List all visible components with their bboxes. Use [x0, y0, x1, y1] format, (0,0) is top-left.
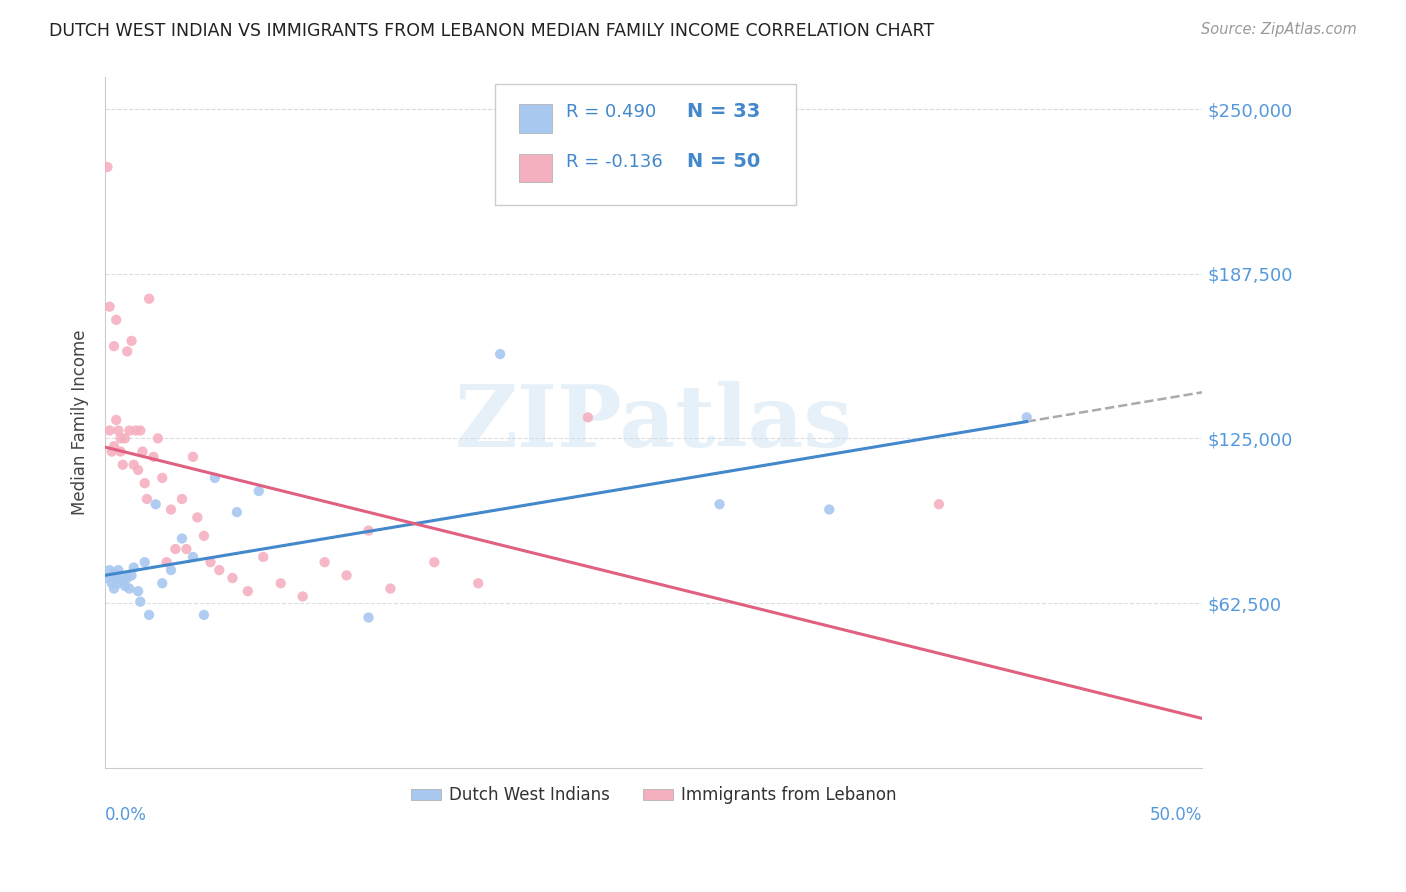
Point [111, 574, 134, 588]
Point [129, 595, 152, 609]
Point [114, 431, 136, 445]
Point [101, 576, 124, 591]
Point [103, 439, 125, 453]
Point [145, 497, 167, 511]
Point [127, 584, 149, 599]
Point [118, 582, 141, 596]
Point [131, 444, 153, 458]
Point [221, 571, 243, 585]
Point [380, 582, 402, 596]
Point [142, 450, 165, 464]
Text: DUTCH WEST INDIAN VS IMMIGRANTS FROM LEBANON MEDIAN FAMILY INCOME CORRELATION CH: DUTCH WEST INDIAN VS IMMIGRANTS FROM LEB… [49, 22, 935, 40]
Point [160, 502, 183, 516]
Point [181, 450, 204, 464]
Point [115, 344, 138, 359]
Point [110, 568, 132, 582]
Point [247, 484, 270, 499]
Point [818, 502, 841, 516]
Point [96, 571, 118, 585]
Point [134, 555, 156, 569]
Point [122, 560, 145, 574]
Point [165, 542, 187, 557]
Point [111, 458, 134, 472]
Point [160, 563, 183, 577]
Point [115, 571, 138, 585]
Point [291, 590, 314, 604]
Point [121, 334, 143, 348]
Point [357, 610, 380, 624]
Point [170, 491, 193, 506]
Point [150, 576, 173, 591]
Point [114, 579, 136, 593]
Point [270, 576, 292, 591]
Point [107, 424, 129, 438]
Point [236, 584, 259, 599]
Point [138, 607, 160, 622]
Point [125, 424, 148, 438]
Point [103, 339, 125, 353]
FancyBboxPatch shape [495, 85, 796, 205]
Point [181, 549, 204, 564]
Point [156, 555, 179, 569]
Point [110, 444, 132, 458]
Text: R = -0.136: R = -0.136 [567, 153, 662, 170]
Text: ZIPatlas: ZIPatlas [454, 381, 852, 465]
Text: 50.0%: 50.0% [1150, 805, 1202, 823]
Point [357, 524, 380, 538]
Point [193, 607, 215, 622]
Point [127, 463, 149, 477]
Point [122, 458, 145, 472]
Point [150, 471, 173, 485]
Point [200, 555, 222, 569]
Point [576, 410, 599, 425]
Point [186, 510, 208, 524]
Point [489, 347, 512, 361]
Point [467, 576, 489, 591]
Text: Source: ZipAtlas.com: Source: ZipAtlas.com [1201, 22, 1357, 37]
Point [928, 497, 950, 511]
Text: N = 50: N = 50 [686, 153, 759, 171]
Text: R = 0.490: R = 0.490 [567, 103, 657, 121]
Point [146, 431, 169, 445]
Point [107, 576, 129, 591]
Point [105, 413, 128, 427]
Point [204, 471, 226, 485]
Point [138, 292, 160, 306]
Point [225, 505, 247, 519]
Point [105, 571, 128, 585]
Point [107, 563, 129, 577]
Point [103, 582, 125, 596]
Y-axis label: Median Family Income: Median Family Income [72, 330, 89, 516]
Point [193, 529, 215, 543]
Point [176, 542, 198, 557]
Point [105, 313, 128, 327]
Point [1015, 410, 1038, 425]
Point [118, 424, 141, 438]
Point [110, 431, 132, 445]
Point [121, 568, 143, 582]
Point [208, 563, 231, 577]
Point [709, 497, 731, 511]
Point [134, 476, 156, 491]
Point [129, 424, 152, 438]
Point [96, 160, 118, 174]
Point [135, 491, 157, 506]
Point [101, 444, 124, 458]
Point [335, 568, 357, 582]
Point [98, 424, 121, 438]
Text: 0.0%: 0.0% [105, 805, 148, 823]
Point [98, 563, 121, 577]
Text: N = 33: N = 33 [686, 103, 759, 121]
Point [314, 555, 336, 569]
FancyBboxPatch shape [519, 154, 551, 182]
Point [252, 549, 274, 564]
Point [103, 566, 125, 580]
Point [170, 532, 193, 546]
Point [423, 555, 446, 569]
Point [98, 300, 121, 314]
FancyBboxPatch shape [519, 104, 551, 133]
Legend: Dutch West Indians, Immigrants from Lebanon: Dutch West Indians, Immigrants from Leba… [404, 780, 904, 811]
